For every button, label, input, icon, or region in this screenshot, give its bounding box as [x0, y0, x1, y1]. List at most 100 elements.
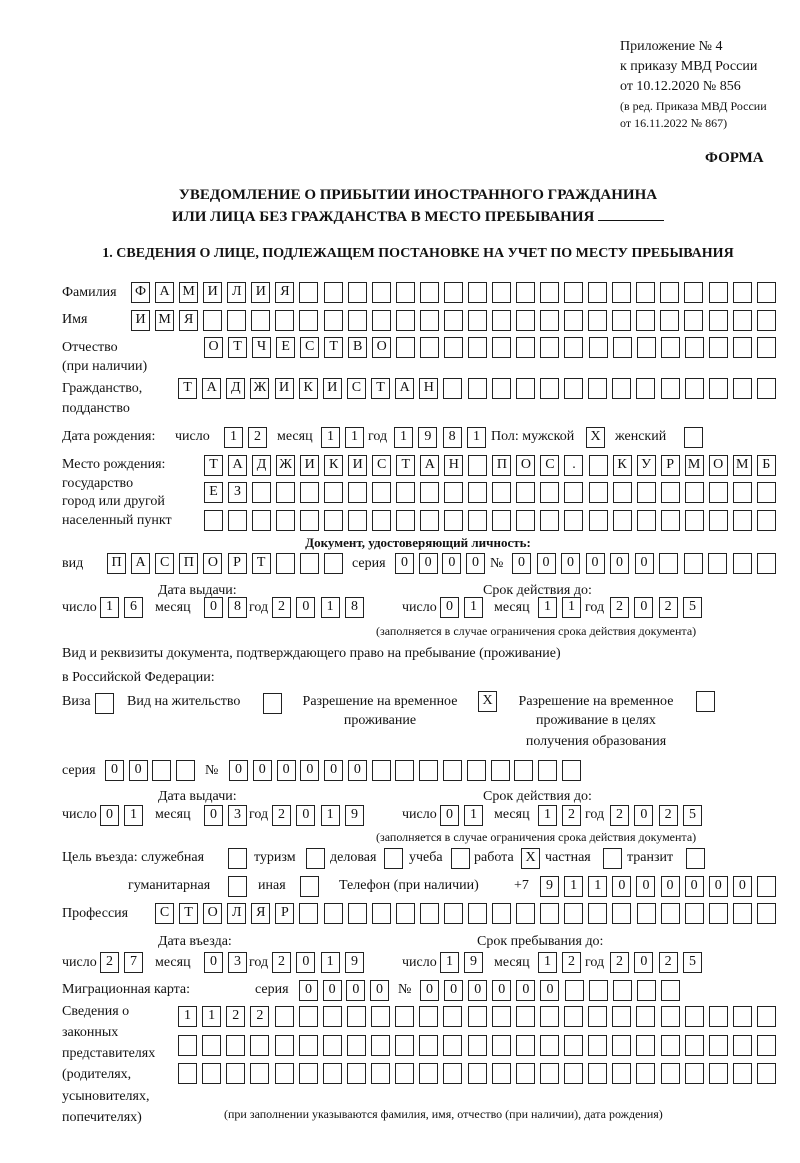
char-box[interactable]: [708, 337, 728, 358]
char-box[interactable]: 0: [300, 760, 320, 781]
char-box[interactable]: [612, 378, 632, 399]
char-box[interactable]: [540, 510, 560, 531]
char-box[interactable]: [178, 1063, 197, 1084]
char-box[interactable]: [468, 903, 488, 924]
char-box[interactable]: 1: [538, 597, 557, 618]
char-box[interactable]: [274, 1035, 294, 1056]
char-box[interactable]: [636, 510, 656, 531]
char-box[interactable]: 2: [250, 1006, 270, 1027]
char-box[interactable]: [466, 760, 486, 781]
char-box[interactable]: [491, 1006, 511, 1027]
char-box[interactable]: 2: [610, 597, 629, 618]
char-box[interactable]: У: [636, 455, 656, 476]
char-box[interactable]: [612, 310, 632, 331]
char-box[interactable]: [588, 510, 608, 531]
char-box[interactable]: [588, 482, 608, 503]
purpose-work-checkbox[interactable]: X: [521, 848, 540, 869]
char-box[interactable]: 0: [684, 876, 704, 897]
char-box[interactable]: [347, 903, 367, 924]
char-box[interactable]: [516, 337, 536, 358]
char-box[interactable]: [588, 980, 608, 1001]
char-box[interactable]: 0: [204, 805, 223, 826]
char-box[interactable]: И: [274, 378, 294, 399]
char-box[interactable]: [757, 1006, 776, 1027]
char-box[interactable]: [588, 903, 608, 924]
char-box[interactable]: [564, 1006, 583, 1027]
char-box[interactable]: 9: [464, 952, 483, 973]
char-box[interactable]: 2: [658, 952, 678, 973]
char-box[interactable]: [250, 1035, 270, 1056]
char-box[interactable]: Д: [226, 378, 246, 399]
char-box[interactable]: 6: [124, 597, 143, 618]
char-box[interactable]: О: [372, 337, 392, 358]
char-box[interactable]: [636, 1035, 656, 1056]
char-box[interactable]: [322, 1035, 342, 1056]
char-box[interactable]: Т: [228, 337, 248, 358]
char-box[interactable]: [660, 282, 680, 303]
char-box[interactable]: [660, 1035, 680, 1056]
char-box[interactable]: 1: [564, 876, 584, 897]
char-box[interactable]: [636, 1063, 656, 1084]
char-box[interactable]: 0: [418, 553, 438, 574]
char-box[interactable]: А: [155, 282, 175, 303]
char-box[interactable]: [588, 337, 608, 358]
char-box[interactable]: [420, 482, 440, 503]
char-box[interactable]: 1: [538, 805, 557, 826]
char-box[interactable]: [660, 1006, 680, 1027]
char-box[interactable]: 8: [344, 597, 364, 618]
char-box[interactable]: [491, 378, 511, 399]
char-box[interactable]: 0: [636, 876, 656, 897]
char-box[interactable]: [371, 1006, 390, 1027]
char-box[interactable]: [515, 1006, 535, 1027]
char-box[interactable]: [467, 282, 487, 303]
char-box[interactable]: [636, 980, 656, 1001]
char-box[interactable]: [708, 282, 728, 303]
char-box[interactable]: 2: [100, 952, 119, 973]
char-box[interactable]: [226, 1035, 246, 1056]
char-box[interactable]: [732, 1006, 752, 1027]
char-box[interactable]: [708, 1035, 728, 1056]
char-box[interactable]: [419, 760, 439, 781]
temp-permit-checkbox[interactable]: X: [478, 691, 497, 712]
char-box[interactable]: [515, 1035, 535, 1056]
char-box[interactable]: 9: [344, 805, 364, 826]
char-box[interactable]: [540, 903, 560, 924]
char-box[interactable]: [564, 510, 584, 531]
char-box[interactable]: [467, 310, 487, 331]
char-box[interactable]: [708, 310, 728, 331]
char-box[interactable]: С: [300, 337, 320, 358]
char-box[interactable]: [490, 760, 510, 781]
char-box[interactable]: А: [131, 553, 151, 574]
char-box[interactable]: 9: [418, 427, 438, 448]
char-box[interactable]: [492, 337, 512, 358]
char-box[interactable]: 8: [442, 427, 462, 448]
char-box[interactable]: [252, 510, 272, 531]
char-box[interactable]: [757, 1035, 776, 1056]
char-box[interactable]: [226, 1063, 246, 1084]
char-box[interactable]: [612, 337, 632, 358]
char-box[interactable]: 1: [320, 952, 340, 973]
char-box[interactable]: [732, 553, 752, 574]
char-box[interactable]: [443, 378, 463, 399]
sex-male-checkbox[interactable]: X: [586, 427, 605, 448]
char-box[interactable]: [492, 510, 512, 531]
char-box[interactable]: [491, 1063, 511, 1084]
char-box[interactable]: [540, 337, 560, 358]
char-box[interactable]: [683, 553, 703, 574]
char-box[interactable]: 0: [395, 553, 414, 574]
char-box[interactable]: 1: [202, 1006, 222, 1027]
char-box[interactable]: 2: [226, 1006, 246, 1027]
char-box[interactable]: [539, 1063, 559, 1084]
char-box[interactable]: О: [203, 903, 223, 924]
char-box[interactable]: [395, 1006, 415, 1027]
char-box[interactable]: [274, 1006, 294, 1027]
char-box[interactable]: [564, 1035, 583, 1056]
char-box[interactable]: [756, 876, 776, 897]
char-box[interactable]: 1: [464, 597, 483, 618]
char-box[interactable]: [298, 1035, 318, 1056]
char-box[interactable]: [684, 482, 704, 503]
char-box[interactable]: 2: [562, 805, 581, 826]
char-box[interactable]: 0: [561, 553, 580, 574]
char-box[interactable]: 0: [252, 760, 272, 781]
char-box[interactable]: [660, 482, 680, 503]
